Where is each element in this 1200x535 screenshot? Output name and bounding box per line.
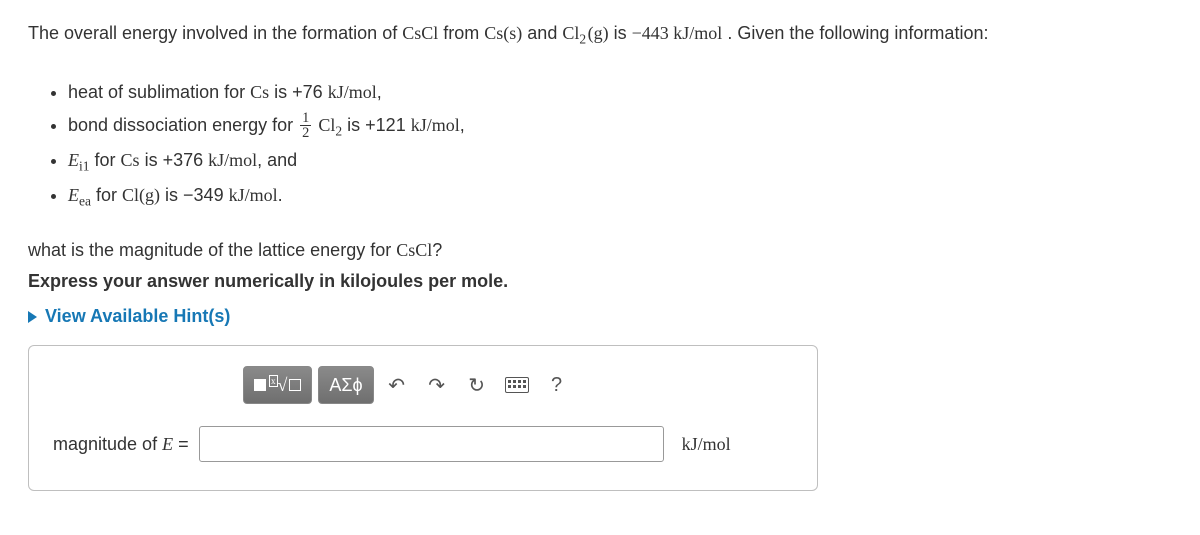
fraction-half: 1 2 (300, 111, 311, 141)
hints-label: View Available Hint(s) (45, 306, 230, 327)
formula-cl2: Cl2 (318, 115, 342, 135)
keyboard-icon (505, 377, 529, 393)
chevron-right-icon (28, 311, 37, 323)
var-ei1: Ei1 (68, 150, 90, 170)
given-info-list: heat of sublimation for Cs is +76 kJ/mol… (68, 78, 1172, 212)
list-item: Eea for Cl(g) is −349 kJ/mol. (68, 181, 1172, 212)
unit: kJ/mol (411, 115, 460, 135)
formula-cl-g: Cl(g) (122, 185, 160, 205)
help-icon: ? (551, 374, 562, 397)
answer-unit: kJ/mol (682, 434, 731, 455)
templates-button[interactable]: x√ (243, 366, 312, 404)
answer-panel: x√ ΑΣϕ ↶ ↷ ↻ ? magnitude of E = kJ/mol (28, 345, 818, 491)
overall-energy-value: −443 kJ/mol (632, 23, 723, 43)
var-eea: Eea (68, 185, 91, 205)
open-square-icon (289, 379, 301, 391)
redo-icon: ↷ (428, 373, 445, 398)
intro-text: from (443, 23, 484, 43)
reset-button[interactable]: ↻ (460, 368, 494, 402)
problem-intro: The overall energy involved in the forma… (28, 20, 1172, 50)
symbols-button[interactable]: ΑΣϕ (318, 366, 373, 404)
answer-lhs: magnitude of E = (53, 434, 189, 455)
equation-toolbar: x√ ΑΣϕ ↶ ↷ ↻ ? (243, 366, 793, 404)
sqrt-icon: x√ (269, 375, 287, 396)
reset-icon: ↻ (468, 373, 485, 398)
undo-icon: ↶ (388, 373, 405, 398)
intro-text: is (614, 23, 632, 43)
keyboard-button[interactable] (500, 368, 534, 402)
list-item: bond dissociation energy for 1 2 Cl2 is … (68, 111, 1172, 142)
view-hints-button[interactable]: View Available Hint(s) (28, 306, 230, 327)
formula-cl2-g: Cl2 (g) (562, 23, 608, 43)
formula-cs: Cs (250, 82, 269, 102)
formula-cscl: CsCl (396, 240, 432, 260)
undo-button[interactable]: ↶ (380, 368, 414, 402)
question-text: what is the magnitude of the lattice ene… (28, 240, 1172, 261)
redo-button[interactable]: ↷ (420, 368, 454, 402)
intro-text: and (527, 23, 562, 43)
unit: kJ/mol (208, 150, 257, 170)
formula-cs: Cs (121, 150, 140, 170)
answer-instruction: Express your answer numerically in kiloj… (28, 271, 1172, 292)
unit: kJ/mol (229, 185, 278, 205)
list-item: Ei1 for Cs is +376 kJ/mol, and (68, 146, 1172, 177)
intro-text: . Given the following information: (727, 23, 988, 43)
list-item: heat of sublimation for Cs is +76 kJ/mol… (68, 78, 1172, 107)
intro-text: The overall energy involved in the forma… (28, 23, 402, 43)
answer-input[interactable] (199, 426, 664, 462)
filled-square-icon (254, 379, 266, 391)
var-E: E (162, 434, 173, 454)
unit: kJ/mol (328, 82, 377, 102)
help-button[interactable]: ? (540, 368, 574, 402)
formula-cscl: CsCl (402, 23, 438, 43)
formula-cs-s: Cs(s) (484, 23, 522, 43)
greek-symbols-label: ΑΣϕ (329, 375, 362, 396)
answer-row: magnitude of E = kJ/mol (53, 426, 793, 462)
